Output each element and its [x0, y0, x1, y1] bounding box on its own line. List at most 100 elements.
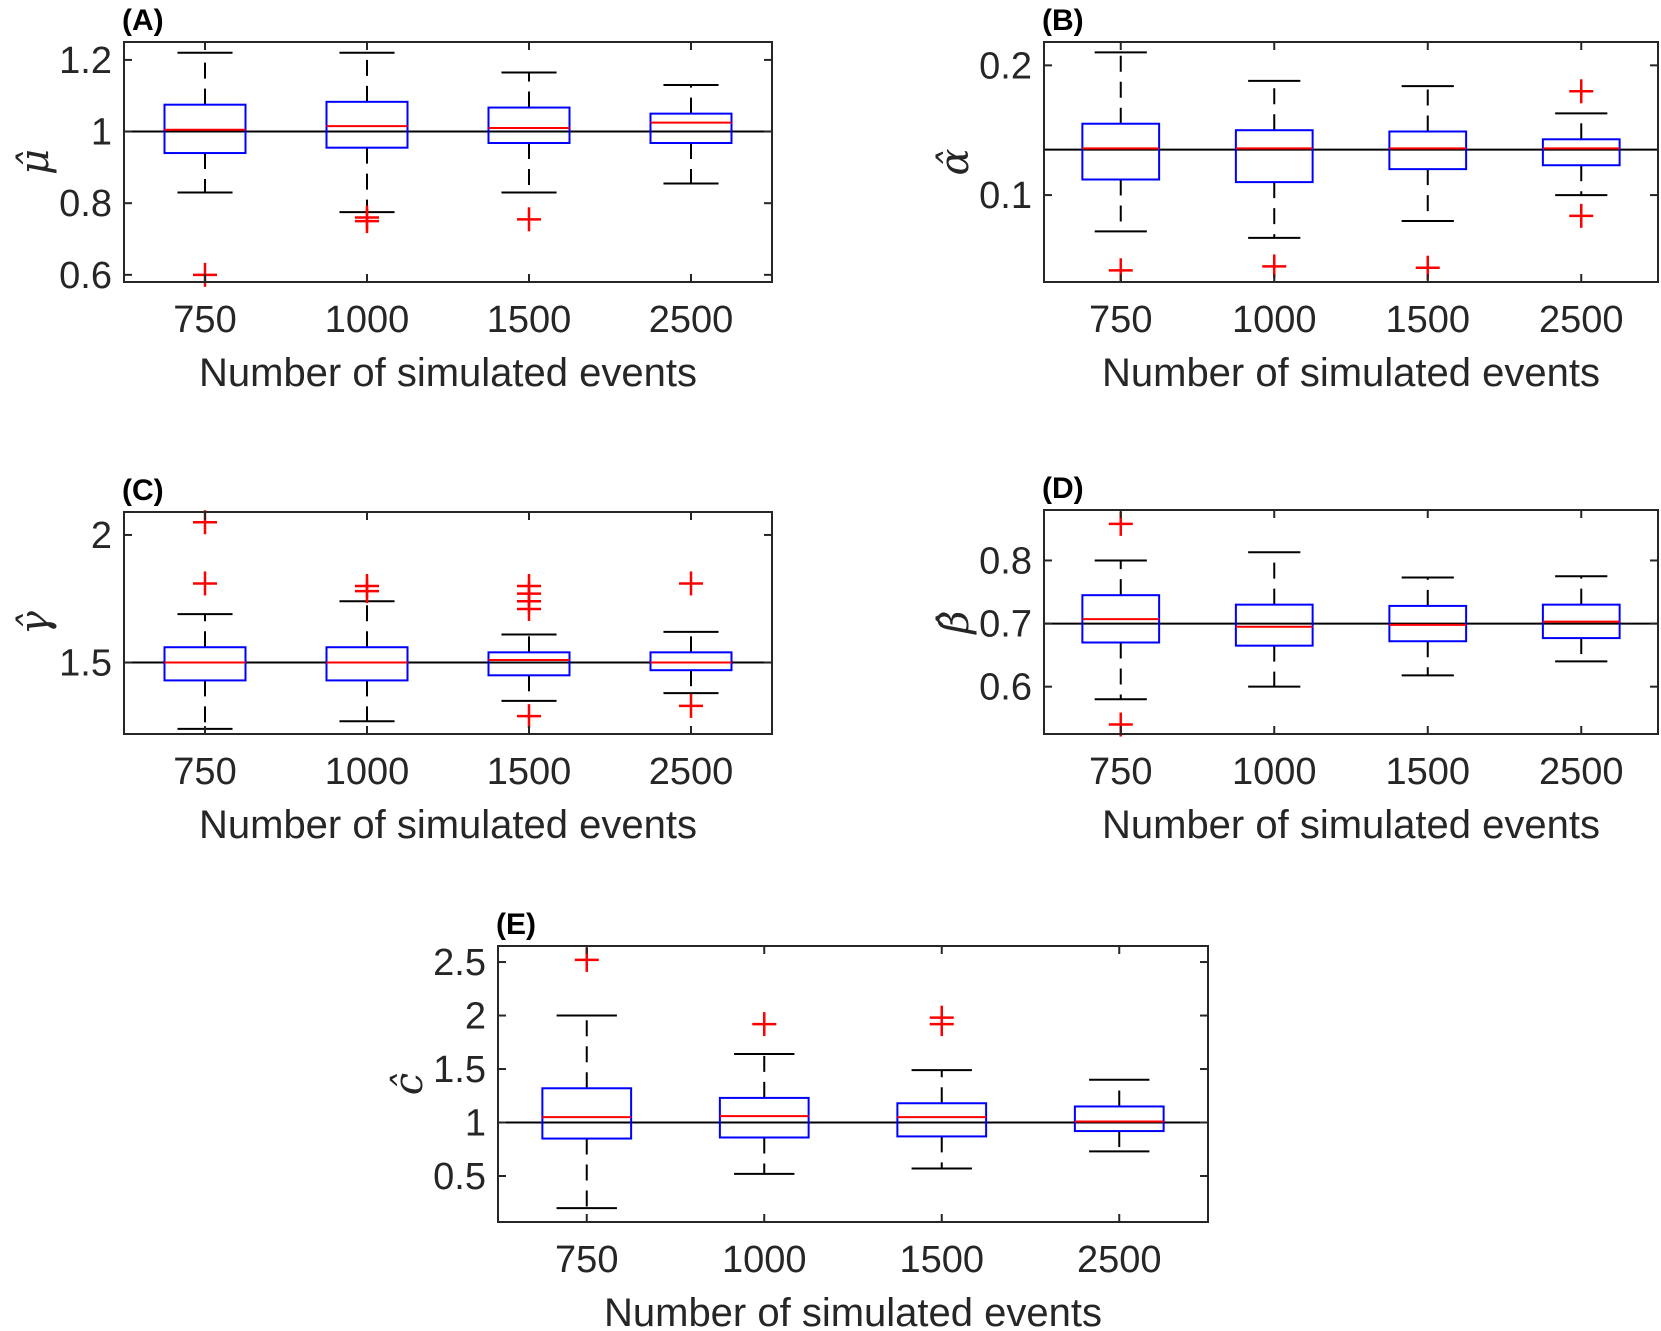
panel-a-label: (A): [122, 4, 164, 37]
x-tick-label: 750: [1089, 751, 1152, 793]
panel-a-box-2500: [649, 83, 733, 185]
y-tick-label: 2.5: [433, 942, 486, 984]
iqr-box: [1541, 138, 1621, 167]
y-tick-label: 0.8: [59, 183, 112, 225]
x-tick-label: 750: [173, 299, 236, 341]
x-tick-label: 1500: [487, 299, 572, 341]
panel-b-x-axis-title: Number of simulated events: [1102, 351, 1600, 395]
panel-b-y-axis-title: α̂: [932, 148, 978, 175]
panel-e-box-750: [541, 947, 633, 1210]
y-tick-label: 2: [465, 996, 486, 1038]
iqr-box: [541, 1087, 633, 1140]
panel-c-box-750: [163, 510, 247, 730]
iqr-box: [1234, 129, 1314, 184]
outlier-marker: [752, 1012, 777, 1037]
iqr-box: [718, 1096, 810, 1139]
panel-d-label: (D): [1042, 472, 1084, 505]
iqr-box: [163, 646, 247, 682]
panel-a-x-axis-title: Number of simulated events: [199, 351, 697, 395]
y-tick-label: 0.8: [979, 540, 1032, 582]
panel-c-y-axis-symbol: γ̂: [12, 611, 58, 635]
panel-e-label: (E): [496, 908, 536, 941]
outlier-marker: [679, 571, 703, 596]
panel-a-y-axis-title: μ̂: [12, 149, 58, 175]
panel-a-box-1000: [325, 51, 409, 234]
iqr-box: [649, 651, 733, 672]
x-tick-label: 1000: [722, 1239, 807, 1281]
iqr-box: [896, 1102, 988, 1138]
y-tick-label: 1.2: [59, 40, 112, 82]
panel-d-y-axis-title: β̂: [932, 610, 978, 635]
panel-a-box-1500: [487, 71, 571, 232]
panel-e-box-2500: [1073, 1078, 1165, 1153]
panel-a-axes-frame: [123, 41, 773, 283]
x-tick-label: 1000: [1232, 751, 1317, 793]
x-tick-label: 1000: [325, 299, 410, 341]
outlier-marker: [679, 693, 703, 718]
panel-d-y-axis-symbol: β̂: [932, 610, 978, 635]
y-tick-label: 0.6: [979, 667, 1032, 709]
x-tick-label: 2500: [1539, 751, 1624, 793]
outlier-marker: [517, 704, 541, 729]
iqr-box: [325, 100, 409, 149]
y-tick-label: 0.2: [979, 45, 1032, 87]
iqr-box: [325, 646, 409, 682]
panel-d-box-750: [1081, 511, 1161, 737]
y-tick-label: 1.5: [59, 643, 112, 685]
panel-e-axes-frame: [497, 945, 1209, 1223]
x-tick-label: 1000: [1232, 299, 1317, 341]
x-tick-label: 750: [555, 1239, 618, 1281]
panel-a-box-750: [163, 51, 247, 287]
x-tick-label: 1500: [899, 1239, 984, 1281]
panel-e-box-1500: [896, 1005, 988, 1170]
panel-a-chart: (A) 0.6 0.8 1 1.2 750 1000 1500 2500 Number of si…: [12, 4, 773, 395]
outlier-marker: [929, 1012, 954, 1037]
x-tick-label: 1500: [1385, 751, 1470, 793]
y-tick-label: 0.5: [433, 1156, 486, 1198]
outlier-marker: [193, 571, 217, 596]
panel-e-x-axis-title: Number of simulated events: [604, 1291, 1102, 1331]
panel-c-box-1000: [325, 574, 409, 723]
y-tick-label: 2: [91, 515, 112, 557]
outlier-marker: [1569, 203, 1594, 228]
y-tick-label: 1.5: [433, 1049, 486, 1091]
panel-e-chart: (E) 0.5 1 1.5 2 2.5 750 1000 1500 2500 Number of s…: [386, 908, 1209, 1331]
y-tick-label: 1: [91, 112, 112, 154]
panel-d-box-1500: [1388, 576, 1468, 677]
iqr-box: [1388, 130, 1468, 171]
iqr-box: [1388, 604, 1468, 643]
x-tick-label: 750: [173, 751, 236, 793]
panel-b-label: (B): [1042, 4, 1084, 37]
outlier-marker: [517, 207, 541, 232]
x-tick-label: 2500: [649, 299, 734, 341]
iqr-box: [1073, 1105, 1165, 1133]
panel-c-box-2500: [649, 571, 733, 718]
y-tick-label: 1: [465, 1103, 486, 1145]
panel-a-y-axis-symbol: μ̂: [12, 149, 58, 175]
panel-b-box-1000: [1234, 79, 1314, 279]
x-tick-label: 1500: [487, 751, 572, 793]
panel-e-box-1000: [718, 1012, 810, 1175]
x-tick-label: 750: [1089, 299, 1152, 341]
outlier-marker: [517, 596, 541, 621]
panel-b-y-axis-symbol: α̂: [932, 148, 978, 175]
panel-b-box-750: [1081, 51, 1161, 283]
iqr-box: [1081, 122, 1161, 181]
iqr-box: [487, 106, 571, 145]
x-tick-label: 1500: [1385, 299, 1470, 341]
panel-e-y-axis-title: ĉ: [386, 1073, 432, 1095]
panel-d-axes-frame: [1043, 509, 1659, 735]
panel-b-chart: (B) 0.1 0.2 750 1000 1500 2500 Number of simula…: [932, 4, 1659, 395]
panel-c-x-axis-title: Number of simulated events: [199, 803, 697, 847]
panel-c-y-axis-title: γ̂: [12, 611, 58, 635]
x-tick-label: 2500: [649, 751, 734, 793]
panel-d-x-axis-title: Number of simulated events: [1102, 803, 1600, 847]
panel-d-box-1000: [1234, 551, 1314, 688]
y-tick-label: 0.1: [979, 175, 1032, 217]
panel-d-box-2500: [1541, 575, 1621, 663]
y-tick-label: 0.6: [59, 255, 112, 297]
panel-b-box-2500: [1541, 79, 1621, 228]
iqr-box: [487, 651, 571, 677]
outlier-marker: [355, 579, 379, 604]
iqr-box: [1234, 603, 1314, 647]
